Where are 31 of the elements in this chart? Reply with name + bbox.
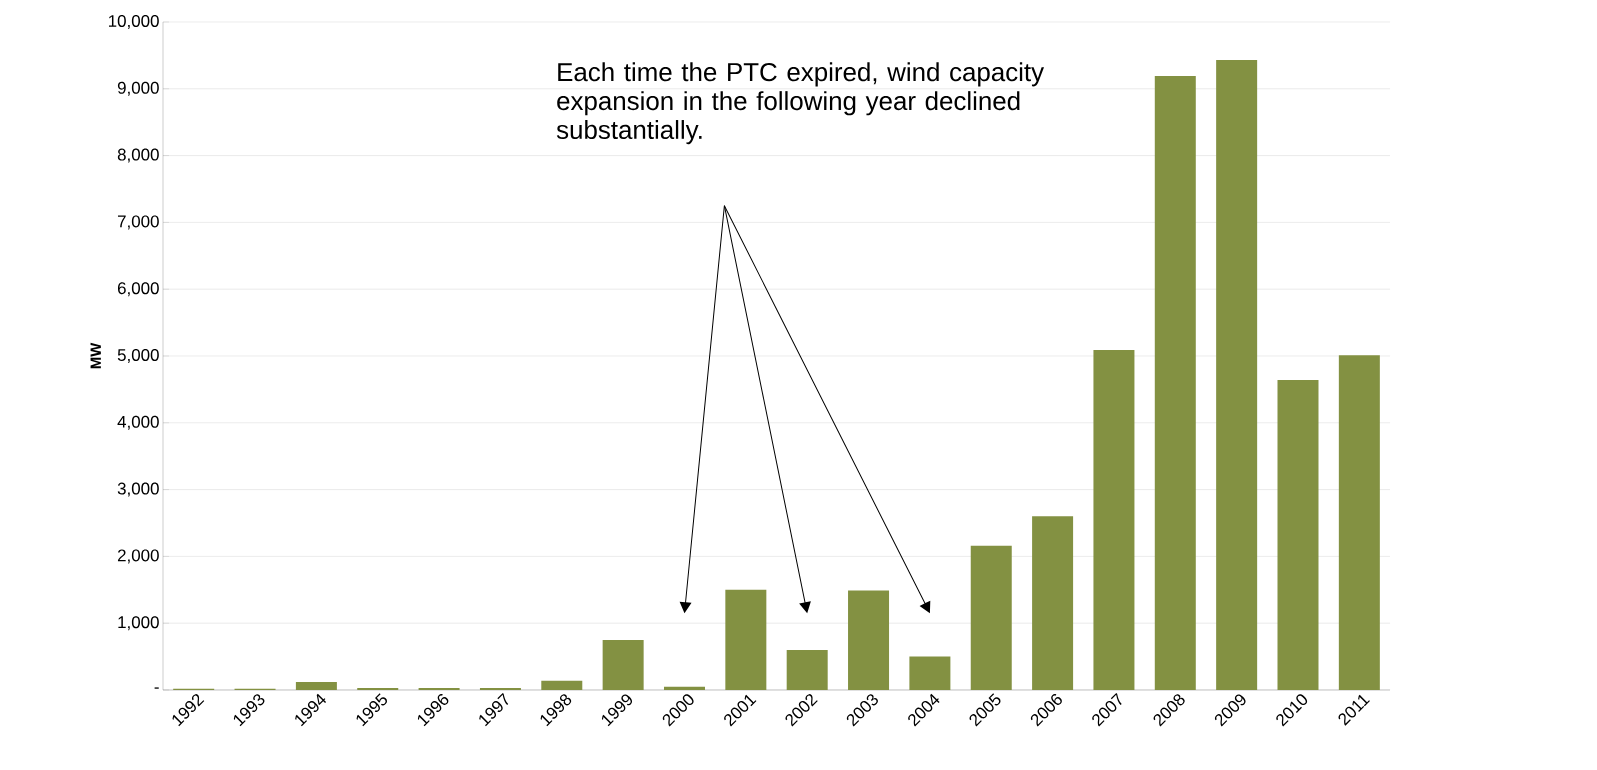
bar [541, 680, 583, 690]
y-tick-label: 3,000 [117, 482, 159, 497]
y-tick-label: 8,000 [117, 148, 159, 163]
bar [1093, 349, 1135, 690]
y-tick-label: 4,000 [117, 415, 159, 430]
bar [357, 687, 399, 690]
bar [1154, 76, 1196, 690]
y-tick-label: 6,000 [117, 282, 159, 297]
bar [1216, 60, 1258, 690]
y-tick-label: 1,000 [118, 616, 159, 631]
bar [663, 686, 705, 690]
y-tick-label: - [154, 687, 159, 689]
bar [786, 649, 828, 690]
bar [479, 687, 521, 690]
bar [418, 687, 460, 690]
y-tick-label: 5,000 [117, 348, 159, 363]
bar [725, 589, 767, 690]
annotation: Each time the PTC expired, wind capacity expansion in the following year declined substantially. [556, 62, 1045, 145]
bar [848, 590, 890, 690]
y-axis-title: MW [90, 342, 101, 369]
y-tick-label: 7,000 [117, 215, 159, 230]
y-tick-label: 9,000 [117, 81, 159, 96]
bar [970, 545, 1012, 690]
bar [1338, 355, 1380, 690]
bar [909, 656, 951, 690]
y-tick-label: 10,000 [108, 14, 159, 29]
bar [1277, 380, 1319, 690]
bar [602, 639, 644, 690]
bar [295, 681, 337, 690]
bar [1032, 516, 1074, 690]
y-tick-label: 2,000 [117, 549, 159, 564]
